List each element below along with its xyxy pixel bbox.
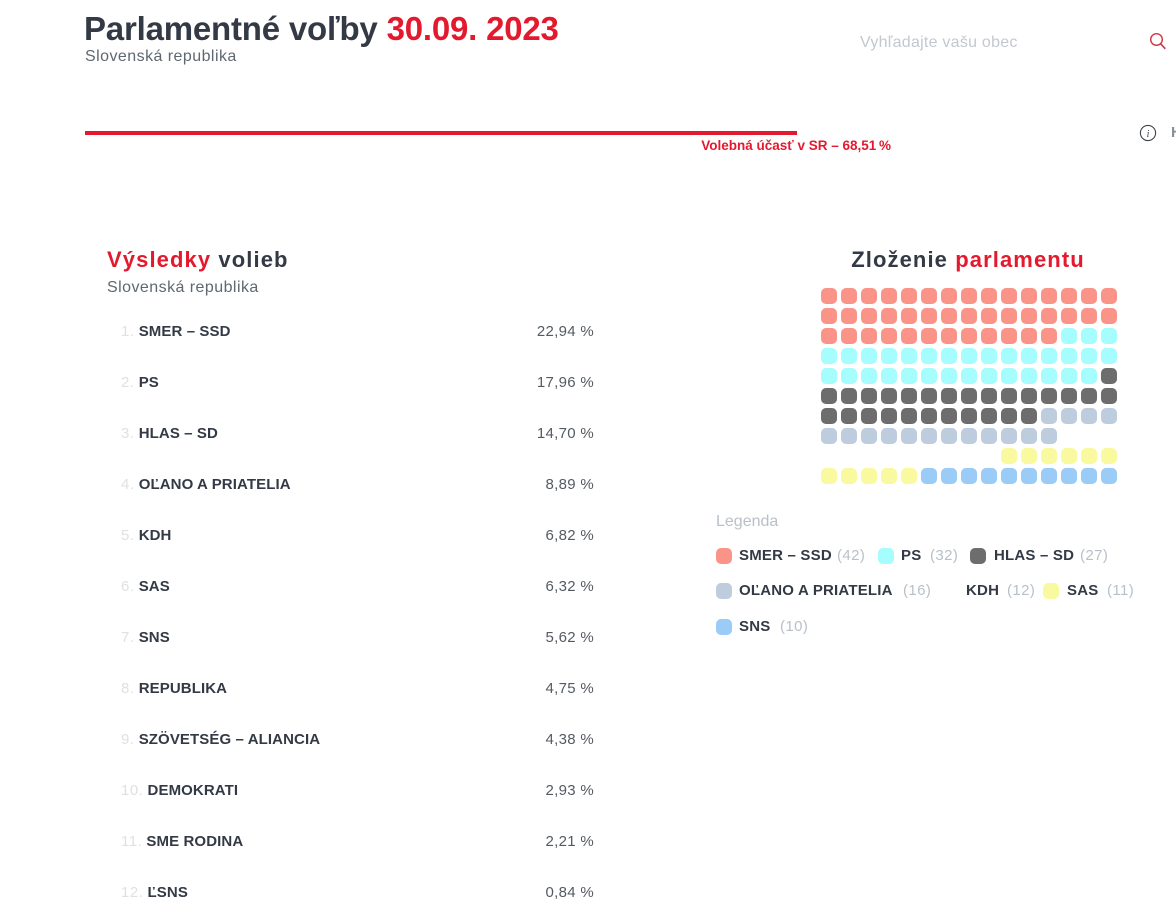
svg-text:i: i [1147, 129, 1150, 140]
